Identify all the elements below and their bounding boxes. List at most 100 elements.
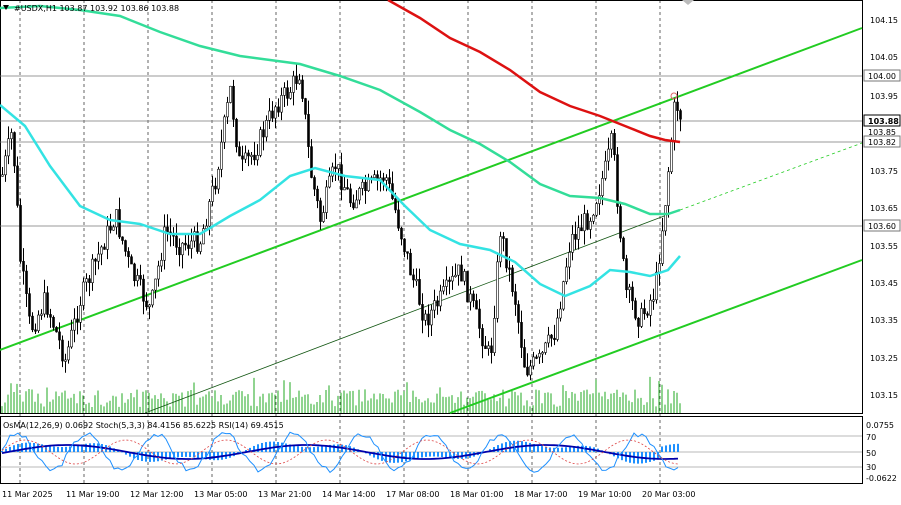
- candle-body: [313, 177, 316, 190]
- indicator-label: OsMA(12,26,9) 0.0692 Stoch(5,3,3) 84.415…: [3, 421, 284, 430]
- candle-body: [475, 300, 478, 310]
- candle-body: [346, 187, 349, 190]
- candle-body: [58, 331, 61, 341]
- level-box: [863, 135, 901, 148]
- candle-body: [160, 259, 163, 267]
- candle-body: [373, 174, 376, 178]
- candle-body: [556, 317, 559, 340]
- level-box: [863, 69, 901, 82]
- candle-body: [550, 334, 553, 339]
- candle-body: [151, 289, 154, 306]
- candle-body: [64, 359, 67, 362]
- candle-body: [667, 171, 670, 206]
- candle-body: [34, 329, 37, 332]
- candle-body: [586, 213, 589, 230]
- candle-body: [130, 256, 133, 265]
- candle-body: [211, 185, 214, 202]
- candle-body: [466, 271, 469, 303]
- candle-body: [124, 240, 127, 252]
- candle-body: [262, 129, 265, 138]
- candle-body: [271, 110, 274, 119]
- candle-body: [478, 308, 481, 329]
- candle-body: [82, 281, 85, 306]
- candle-body: [283, 87, 286, 96]
- candle-body: [7, 138, 10, 157]
- indicator-panel: [0, 416, 863, 484]
- candle-body: [673, 101, 676, 142]
- candle-body: [76, 318, 79, 323]
- candle-body: [100, 246, 103, 255]
- candle-body: [655, 271, 658, 301]
- symbol-dropdown-icon[interactable]: [3, 5, 9, 10]
- candle-body: [196, 231, 199, 252]
- candle-body: [73, 318, 76, 331]
- candle-body: [184, 242, 187, 246]
- price-level-label: 103.82: [868, 138, 896, 147]
- candle-body: [424, 313, 427, 321]
- candle-body: [442, 286, 445, 292]
- candle-body: [217, 168, 220, 190]
- price-tick: 103.75: [870, 167, 898, 176]
- candle-body: [649, 299, 652, 316]
- candle-body: [517, 304, 520, 323]
- price-tick: 103.45: [870, 279, 898, 288]
- candle-body: [625, 258, 628, 291]
- candle-body: [634, 300, 637, 319]
- price-tick: 103.85: [868, 128, 896, 137]
- candle-body: [457, 264, 460, 276]
- candle-body: [352, 202, 355, 209]
- candle-body: [16, 165, 19, 206]
- indicator-tick: -0.0622: [866, 474, 897, 483]
- candle-body: [541, 352, 544, 355]
- candle-body: [22, 261, 25, 272]
- price-axis: 104.15 104.05 103.95 103.75 103.65 103.5…: [863, 16, 901, 400]
- high-marker: [670, 92, 678, 100]
- candle-body: [289, 92, 292, 99]
- candle-body: [502, 236, 505, 239]
- candle-body: [307, 114, 310, 147]
- candle-body: [382, 177, 385, 181]
- candle-body: [343, 187, 346, 191]
- candle-body: [436, 300, 439, 307]
- channel-mid-extension: [679, 142, 863, 211]
- candle-body: [136, 275, 139, 282]
- candle-body: [484, 345, 487, 349]
- candle-body: [490, 345, 493, 353]
- indicator-tick: 0.0755: [866, 421, 894, 430]
- candle-body: [361, 181, 364, 189]
- candle-body: [487, 345, 490, 349]
- candle-body: [610, 133, 613, 150]
- candle-body: [640, 308, 643, 327]
- candle-body: [109, 225, 112, 231]
- candle-body: [88, 278, 91, 284]
- candle-body: [268, 110, 271, 121]
- candle-body: [91, 258, 94, 284]
- candle-body: [181, 242, 184, 256]
- shift-marker-icon[interactable]: [682, 0, 694, 5]
- candle-body: [259, 129, 262, 156]
- time-axis: 11 Mar 2025 11 Mar 19:00 12 Mar 12:00 13 Ma…: [2, 490, 695, 499]
- candle-body: [577, 227, 580, 240]
- candle-body: [607, 148, 610, 162]
- symbol-header: #USDX,H1 103.87 103.92 103.86 103.88: [14, 4, 179, 13]
- candle-body: [13, 132, 16, 167]
- candle-body: [286, 87, 289, 99]
- candle-body: [67, 346, 70, 361]
- candle-body: [559, 308, 562, 319]
- candle-body: [244, 152, 247, 160]
- candle-body: [406, 251, 409, 254]
- candle-body: [454, 274, 457, 278]
- candle-body: [334, 166, 337, 170]
- candle-body: [337, 164, 340, 170]
- candle-body: [253, 154, 256, 161]
- candle-body: [115, 209, 118, 228]
- candle-body: [310, 146, 313, 178]
- candle-body: [427, 313, 430, 326]
- candle-body: [316, 188, 319, 202]
- candle-body: [238, 146, 241, 157]
- candle-body: [595, 203, 598, 216]
- candle-body: [250, 154, 253, 157]
- candle-body: [46, 292, 49, 315]
- candle-body: [472, 293, 475, 301]
